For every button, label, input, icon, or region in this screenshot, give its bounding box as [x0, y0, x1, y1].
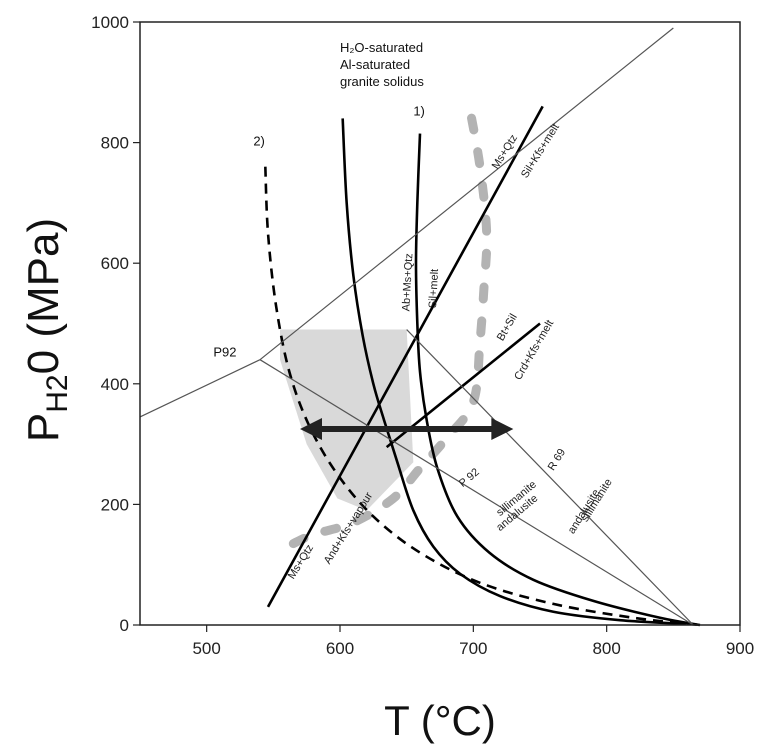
x-tick-label: 600 [326, 639, 354, 658]
y-tick-label: 0 [120, 616, 129, 635]
annotation-label: Ab+Ms+Qtz [400, 253, 415, 312]
y-tick-label: 800 [101, 134, 129, 153]
x-axis-title: T (°C) [384, 697, 496, 744]
annotation-label: P92 [213, 345, 236, 360]
arrow-head-left [300, 418, 322, 441]
annotation-layer: H₂O-saturated Al-saturated granite solidus… [213, 40, 614, 581]
series-p92-sill-line [259, 359, 694, 626]
y-tick-label: 400 [101, 375, 129, 394]
shaded-field-region [280, 329, 414, 511]
series-ms-qtz-and-line [266, 105, 544, 608]
series-curve1-line [414, 133, 701, 627]
series-p92-upper-line [259, 27, 674, 361]
annotation-label: 1) [413, 103, 425, 118]
gray-dashed-layer [288, 101, 492, 549]
annotation-label: Al-saturated [340, 57, 410, 72]
x-tick-label: 500 [192, 639, 220, 658]
annotation-label: Sil+Kfs+melt [519, 122, 562, 181]
annotation-label: P 92 [457, 466, 482, 490]
annotation-label: Sil+melt [427, 269, 441, 309]
x-tick-label: 900 [726, 639, 754, 658]
x-tick-label: 800 [592, 639, 620, 658]
y-axis-title-p: P [19, 413, 68, 442]
gray-dashed-curve [288, 101, 492, 549]
annotation-label: H₂O-saturated [340, 40, 423, 55]
y-axis-title-0: 0 [19, 350, 68, 374]
annotation-label: granite solidus [340, 74, 424, 89]
y-axis-title-2: 2 [41, 374, 74, 391]
y-axis-title: PH20 (MPa) [19, 218, 74, 442]
series-solidus-line [341, 118, 687, 626]
arrow-layer [300, 418, 514, 441]
annotation-label: Ms+Qtz [490, 133, 520, 172]
shaded-region-layer [280, 329, 414, 511]
x-tick-label: 700 [459, 639, 487, 658]
annotation-label: Bt+Sil [495, 312, 520, 343]
series-p92-left-line [139, 359, 261, 418]
arrow-head-right [491, 418, 514, 441]
annotation-label: R 69 [546, 447, 568, 473]
tick-layer: 500 600 700 800 900 0 200 400 600 800 1000 [91, 13, 754, 658]
y-axis-title-unit: (MPa) [19, 218, 68, 350]
series-r69-line [406, 329, 694, 626]
annotation-label: 2) [253, 134, 265, 149]
y-axis-title-h: H [41, 391, 74, 413]
y-tick-label: 1000 [91, 13, 129, 32]
series-curve2-line [264, 166, 701, 627]
y-tick-label: 600 [101, 254, 129, 273]
plot-frame [139, 21, 741, 626]
y-tick-label: 200 [101, 495, 129, 514]
